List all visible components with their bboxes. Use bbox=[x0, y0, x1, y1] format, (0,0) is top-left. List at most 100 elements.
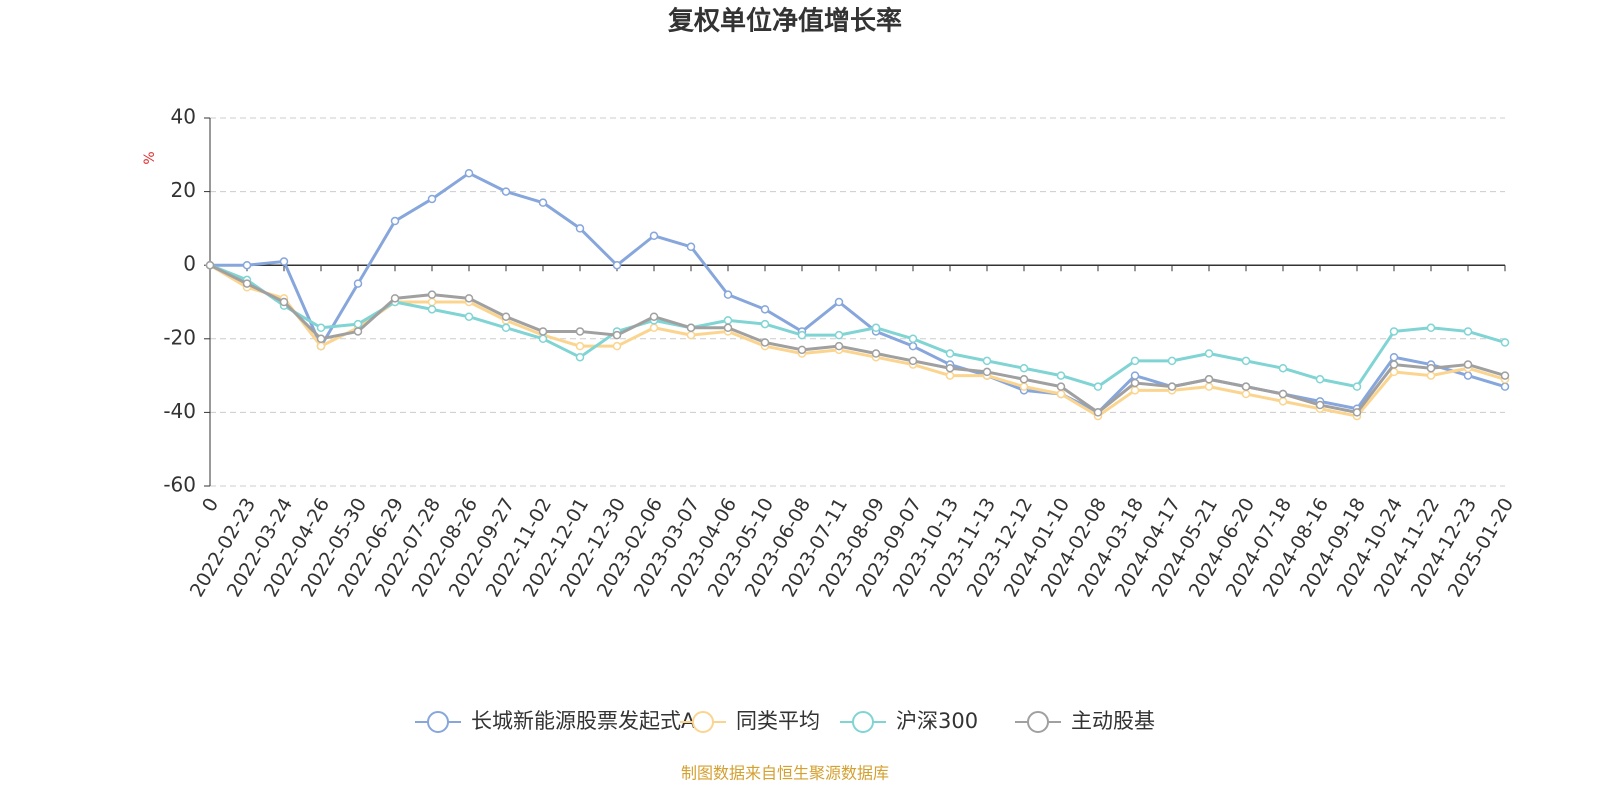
point bbox=[390, 294, 400, 303]
point bbox=[945, 363, 955, 373]
point bbox=[871, 323, 881, 333]
point bbox=[982, 356, 992, 366]
point bbox=[464, 294, 474, 303]
point bbox=[1278, 363, 1288, 373]
point bbox=[760, 305, 770, 314]
point bbox=[1130, 371, 1140, 380]
point bbox=[1389, 360, 1399, 369]
point bbox=[464, 168, 474, 178]
point bbox=[612, 330, 622, 340]
point bbox=[1463, 371, 1473, 380]
point bbox=[575, 341, 585, 351]
point bbox=[427, 290, 437, 299]
point bbox=[316, 341, 326, 351]
legend-marker bbox=[692, 711, 714, 733]
point bbox=[686, 330, 696, 340]
y-tick-label: 20 bbox=[171, 178, 196, 202]
point bbox=[427, 297, 437, 307]
point bbox=[1241, 356, 1251, 366]
point bbox=[316, 323, 326, 333]
point bbox=[1130, 356, 1140, 366]
point bbox=[1352, 408, 1362, 417]
point bbox=[1056, 371, 1066, 380]
point bbox=[945, 371, 955, 380]
point bbox=[1500, 371, 1510, 380]
point bbox=[1167, 356, 1177, 366]
point bbox=[1463, 360, 1473, 369]
point bbox=[760, 319, 770, 329]
point bbox=[538, 198, 548, 207]
point bbox=[723, 316, 733, 325]
point bbox=[945, 349, 955, 358]
point bbox=[1019, 363, 1029, 373]
x-tick-label: 0 bbox=[198, 494, 223, 515]
point bbox=[686, 242, 696, 252]
point bbox=[834, 297, 844, 307]
point bbox=[1019, 382, 1029, 391]
point bbox=[1500, 338, 1510, 347]
point bbox=[1315, 375, 1325, 384]
point bbox=[501, 312, 511, 321]
point bbox=[353, 279, 363, 288]
point bbox=[908, 334, 918, 344]
point bbox=[353, 319, 363, 329]
point bbox=[353, 327, 363, 336]
point bbox=[760, 338, 770, 347]
point bbox=[575, 224, 585, 233]
point bbox=[1241, 389, 1251, 399]
legend-label: 主动股基 bbox=[1071, 709, 1155, 733]
point bbox=[1130, 378, 1140, 388]
point bbox=[427, 194, 437, 204]
legend-label: 长城新能源股票发起式A bbox=[471, 709, 696, 733]
series-line bbox=[209, 263, 1506, 389]
point bbox=[649, 312, 659, 321]
legend-marker bbox=[1027, 711, 1049, 733]
point bbox=[1352, 382, 1362, 391]
point bbox=[538, 334, 548, 344]
point bbox=[1426, 371, 1436, 380]
series-line bbox=[209, 263, 1506, 418]
point bbox=[1056, 389, 1066, 399]
point bbox=[1093, 408, 1103, 417]
y-tick-label: -20 bbox=[163, 325, 196, 349]
point bbox=[575, 352, 585, 362]
point bbox=[1500, 382, 1510, 391]
point bbox=[316, 334, 326, 344]
point bbox=[464, 312, 474, 321]
point bbox=[242, 279, 252, 288]
point bbox=[242, 260, 252, 270]
legend-marker bbox=[852, 711, 874, 733]
point bbox=[1278, 389, 1288, 399]
point bbox=[427, 305, 437, 314]
y-axis-label: % bbox=[142, 151, 158, 164]
point bbox=[1241, 382, 1251, 391]
point bbox=[1426, 323, 1436, 333]
y-tick-label: 40 bbox=[171, 105, 196, 129]
point bbox=[538, 327, 548, 336]
y-tick-label: -40 bbox=[163, 399, 196, 423]
point bbox=[1389, 327, 1399, 336]
source-note: 制图数据来自恒生聚源数据库 bbox=[681, 764, 889, 783]
point bbox=[1130, 386, 1140, 395]
point bbox=[908, 341, 918, 351]
point bbox=[1093, 382, 1103, 391]
point bbox=[1056, 382, 1066, 391]
point bbox=[797, 345, 807, 355]
point bbox=[834, 341, 844, 351]
series-line bbox=[209, 263, 1506, 414]
point bbox=[649, 231, 659, 241]
y-tick-label: -60 bbox=[163, 473, 196, 497]
point bbox=[1019, 375, 1029, 384]
point bbox=[1167, 382, 1177, 391]
point bbox=[279, 297, 289, 307]
point bbox=[575, 327, 585, 336]
point bbox=[612, 260, 622, 270]
point bbox=[612, 341, 622, 351]
point bbox=[279, 257, 289, 266]
point bbox=[723, 323, 733, 333]
point bbox=[1426, 363, 1436, 373]
point bbox=[501, 187, 511, 196]
point bbox=[982, 367, 992, 377]
y-tick-label: 0 bbox=[183, 252, 196, 276]
